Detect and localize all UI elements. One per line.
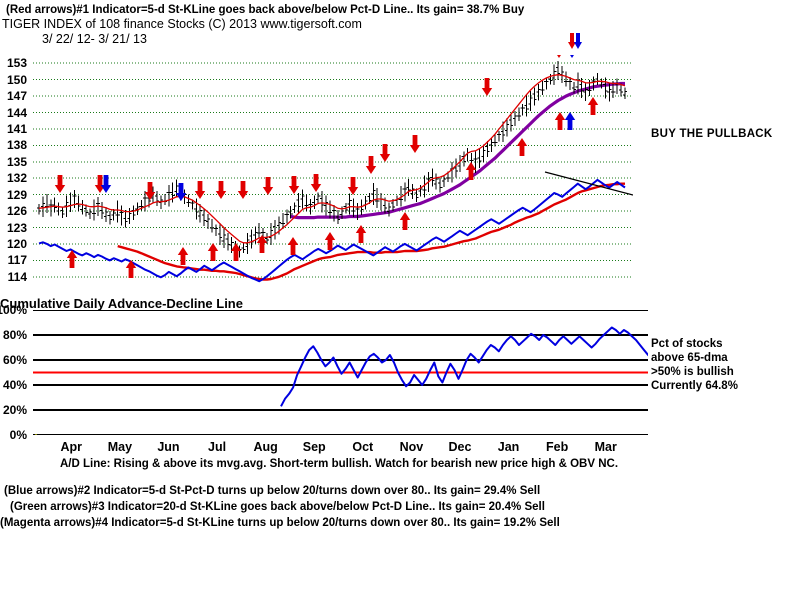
price-y-tick: 126 <box>6 204 27 219</box>
ad-line-note: A/D Line: Rising & above its mvg.avg. Sh… <box>60 458 619 470</box>
ad-line-title: Cumulative Daily Advance-Decline Line <box>0 296 243 311</box>
ad-y-tick: 40% <box>2 378 27 392</box>
right-note-line-3: >50% is bullish <box>651 366 734 378</box>
price-y-tick: 114 <box>7 269 27 284</box>
ad-y-tick: 80% <box>2 328 27 342</box>
buy-the-pullback-note: BUY THE PULLBACK <box>651 128 773 140</box>
ad-y-tick: 60% <box>2 353 27 367</box>
price-y-tick: 138 <box>6 138 27 153</box>
month-tick-mar: Mar <box>594 440 617 454</box>
right-note-line-2: above 65-dma <box>651 352 728 364</box>
month-tick-jun: Jun <box>157 440 180 454</box>
price-y-tick: 147 <box>6 89 27 104</box>
price-y-tick: 153 <box>6 56 27 71</box>
price-y-tick: 132 <box>6 171 27 186</box>
month-tick-jul: Jul <box>208 440 227 454</box>
footer-line-3: (Magenta arrows)#4 Indicator=5-d St-KLin… <box>0 517 560 529</box>
header-line-1: (Red arrows)#1 Indicator=5-d St-KLine go… <box>6 4 525 16</box>
month-tick-dec: Dec <box>448 440 472 454</box>
price-y-tick: 120 <box>6 236 27 251</box>
advance-decline-chart <box>33 310 648 435</box>
footer-line-2: (Green arrows)#3 Indicator=20-d St-KLine… <box>10 501 545 513</box>
right-note-line-1: Pct of stocks <box>651 338 723 350</box>
ad-y-tick: 20% <box>2 403 27 417</box>
price-y-tick: 117 <box>7 253 27 268</box>
header-line-2: TIGER INDEX of 108 finance Stocks (C) 20… <box>2 17 362 31</box>
price-y-tick: 150 <box>6 72 27 87</box>
month-tick-oct: Oct <box>352 440 374 454</box>
month-tick-may: May <box>107 440 133 454</box>
price-y-tick: 144 <box>6 105 27 120</box>
month-tick-sep: Sep <box>302 440 326 454</box>
header-arrow-pair <box>568 33 582 49</box>
ad-y-tick: 100% <box>0 303 27 317</box>
ad-y-tick: 0% <box>9 428 27 442</box>
month-axis-labels: Apr May Jun Jul Aug Sep Oct Nov Dec Jan Feb Mar <box>33 441 648 457</box>
month-tick-jan: Jan <box>497 440 520 454</box>
price-y-tick: 141 <box>6 121 27 136</box>
right-note-line-4: Currently 64.8% <box>651 380 738 392</box>
price-chart <box>33 55 633 283</box>
price-y-tick: 123 <box>6 220 27 235</box>
price-y-tick: 129 <box>6 187 27 202</box>
month-tick-apr: Apr <box>60 440 83 454</box>
header-date-range: 3/ 22/ 12- 3/ 21/ 13 <box>42 32 147 46</box>
month-tick-nov: Nov <box>399 440 424 454</box>
footer-line-1: (Blue arrows)#2 Indicator=5-d St-Pct-D t… <box>4 485 541 497</box>
month-tick-feb: Feb <box>546 440 569 454</box>
month-tick-aug: Aug <box>253 440 278 454</box>
price-y-tick: 135 <box>6 154 27 169</box>
